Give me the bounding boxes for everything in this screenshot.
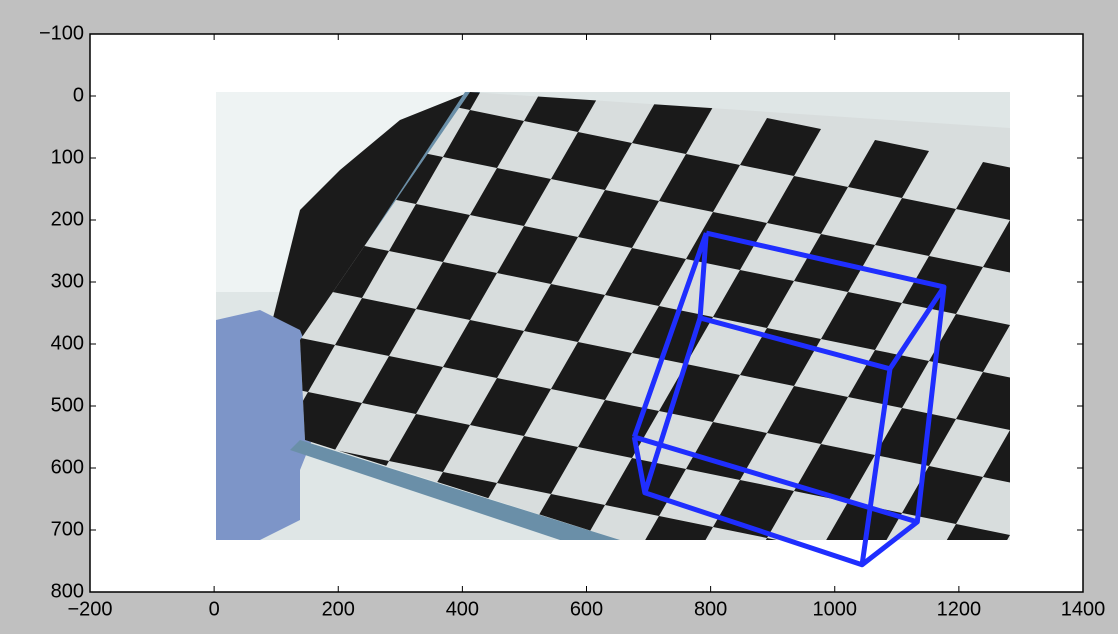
checker-square: [875, 408, 956, 466]
checker-square: [740, 118, 821, 176]
x-tick-label: 1200: [937, 598, 982, 620]
checker-square: [524, 92, 605, 132]
checker-square: [416, 262, 497, 320]
x-tick-label: 600: [570, 598, 603, 620]
checker-square: [470, 588, 551, 634]
checker-square: [389, 204, 470, 262]
checker-square: [632, 96, 713, 154]
x-tick-label: 1000: [813, 598, 858, 620]
checker-square: [578, 400, 659, 458]
checker-square: [929, 524, 1010, 540]
checker-square: [632, 516, 713, 540]
checker-square: [300, 334, 335, 392]
y-tick-label: 600: [51, 456, 84, 478]
checker-square: [389, 414, 470, 472]
checker-square: [983, 430, 1010, 488]
checker-square: [875, 198, 956, 256]
person: [270, 92, 470, 360]
y-tick-label: 200: [51, 208, 84, 230]
checker-square: [821, 502, 902, 540]
checker-square: [983, 220, 1010, 278]
checker-square: [605, 248, 686, 306]
hand: [216, 310, 320, 540]
checker-square: [956, 372, 1010, 430]
y-tick-label: 100: [51, 146, 84, 168]
x-tick-label: 800: [694, 598, 727, 620]
x-tick-label: 0: [209, 598, 220, 620]
checker-square: [497, 226, 578, 284]
checker-square: [470, 168, 551, 226]
checker-square: [956, 162, 1010, 220]
x-tick-label: 1400: [1061, 598, 1106, 620]
photo: [216, 92, 1118, 634]
checker-square: [1091, 242, 1118, 300]
y-tick-label: 500: [51, 394, 84, 416]
checker-square: [551, 342, 632, 400]
checker-square: [362, 356, 443, 414]
y-tick-label: −100: [39, 22, 84, 44]
checker-square: [551, 132, 632, 190]
y-tick-label: 300: [51, 270, 84, 292]
cube-line: [631, 230, 947, 568]
y-tick-label: 0: [73, 84, 84, 106]
board-edge: [290, 440, 620, 540]
checker-square: [443, 110, 524, 168]
checker-square: [929, 314, 1010, 372]
checker-square: [443, 320, 524, 378]
checker-square: [821, 292, 902, 350]
checker-square: [767, 386, 848, 444]
checker-square: [578, 190, 659, 248]
checker-square: [659, 154, 740, 212]
checker-square: [848, 140, 929, 198]
y-tick-label: 800: [51, 580, 84, 602]
checker-square: [767, 176, 848, 234]
checker-square: [875, 618, 956, 634]
checker-square: [497, 436, 578, 494]
checker-square: [524, 284, 605, 342]
checker-square: [794, 444, 875, 502]
y-tick-label: 400: [51, 332, 84, 354]
x-tick-label: 400: [446, 598, 479, 620]
x-tick-label: −200: [67, 598, 112, 620]
x-tick-label: 200: [322, 598, 355, 620]
checker-square: [470, 378, 551, 436]
checker-square: [686, 422, 767, 480]
checker-square: [335, 298, 416, 356]
y-tick-label: 700: [51, 518, 84, 540]
checker-square: [713, 270, 794, 328]
